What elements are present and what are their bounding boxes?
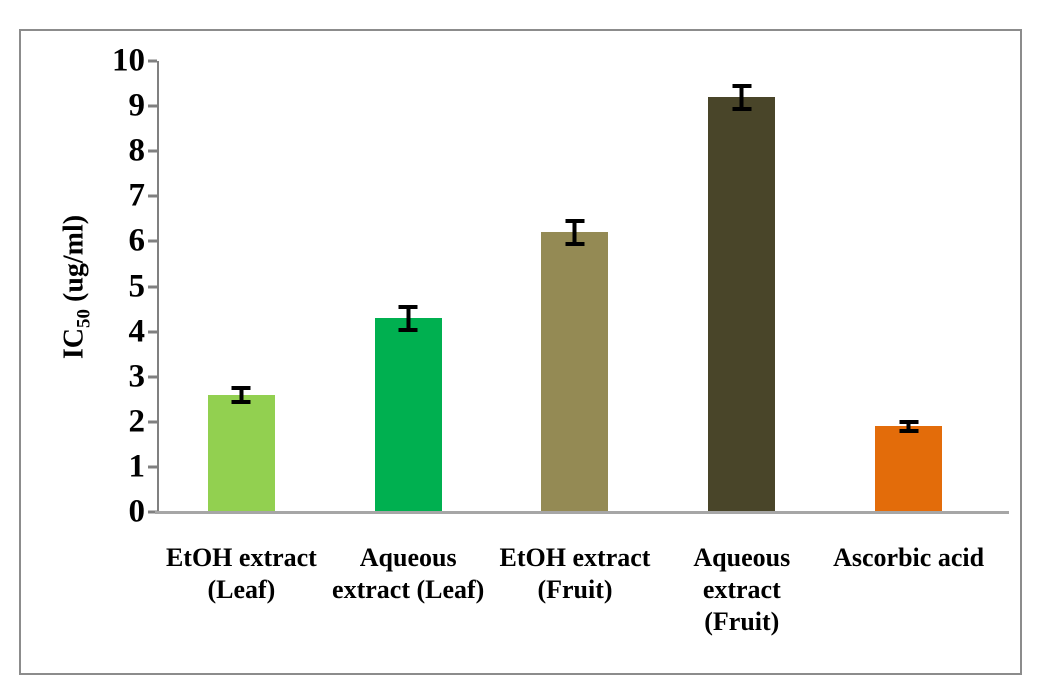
plot-area xyxy=(158,61,992,512)
y-tick-mark xyxy=(148,420,157,424)
y-tick-label: 2 xyxy=(128,403,146,440)
chart-frame: IC50 (ug/ml) 0 1 2 3 4 5 6 7 8 9 10 EtOH extract (… xyxy=(19,29,1022,675)
bar xyxy=(875,426,943,512)
y-tick-label: 6 xyxy=(128,222,146,259)
x-category-label: Ascorbic acid xyxy=(833,543,985,572)
y-tick-mark xyxy=(148,104,157,108)
error-bar-cap-bottom xyxy=(398,327,418,332)
y-tick-mark xyxy=(148,194,157,198)
y-tick-mark xyxy=(148,149,157,153)
bar xyxy=(708,97,776,512)
y-tick-mark xyxy=(148,510,157,514)
y-axis-tick-labels: 0 1 2 3 4 5 6 7 8 9 10 xyxy=(55,44,146,528)
y-axis-line xyxy=(157,61,159,514)
error-bar-stem xyxy=(906,419,911,434)
x-axis-labels: EtOH extract (Leaf) Aqueous extract (Leaf… xyxy=(158,542,992,638)
y-tick-label: 0 xyxy=(128,493,146,530)
error-bar-cap-bottom xyxy=(899,429,919,434)
y-tick-label: 8 xyxy=(128,132,146,169)
y-tick-label: 5 xyxy=(128,268,146,304)
error-bar-cap-bottom xyxy=(231,399,251,404)
error-bar xyxy=(231,385,251,404)
bar-slot xyxy=(325,61,492,512)
y-tick-label: 7 xyxy=(128,177,146,214)
y-tick-mark xyxy=(148,375,157,379)
error-bar-cap-bottom xyxy=(565,241,585,246)
y-tick-mark xyxy=(148,465,157,469)
y-axis-tick-marks xyxy=(148,59,157,514)
error-bar xyxy=(398,304,418,332)
y-tick-label: 9 xyxy=(128,87,146,124)
y-tick-label: 4 xyxy=(128,313,146,350)
bar xyxy=(541,232,609,512)
x-axis-line xyxy=(155,511,1009,514)
y-tick-label: 1 xyxy=(128,448,146,485)
error-bar-stem xyxy=(406,304,411,332)
y-tick-mark xyxy=(148,59,157,63)
error-bar xyxy=(732,83,752,111)
error-bar xyxy=(899,419,919,434)
error-bar-stem xyxy=(739,83,744,111)
y-tick-mark xyxy=(148,285,157,288)
y-tick-mark xyxy=(148,239,157,243)
x-category-label: EtOH extract (Leaf) xyxy=(165,543,317,604)
bar-slot xyxy=(658,61,825,512)
error-bar-stem xyxy=(239,385,244,404)
error-bar-stem xyxy=(572,218,577,246)
x-category-label: Aqueous extract (Leaf) xyxy=(332,543,485,604)
y-tick-label: 10 xyxy=(112,42,145,79)
y-tick-mark xyxy=(148,330,157,334)
bar-slot xyxy=(825,61,992,512)
error-bar xyxy=(565,218,585,246)
x-category-label: EtOH extract (Fruit) xyxy=(499,543,651,604)
bar xyxy=(207,394,275,512)
bar xyxy=(374,318,442,512)
error-bar-cap-bottom xyxy=(732,106,752,111)
bar-slot xyxy=(158,61,325,512)
x-category-label: Aqueous extract (Fruit) xyxy=(693,543,791,636)
y-tick-label: 3 xyxy=(128,358,146,395)
bar-slot xyxy=(492,61,659,512)
